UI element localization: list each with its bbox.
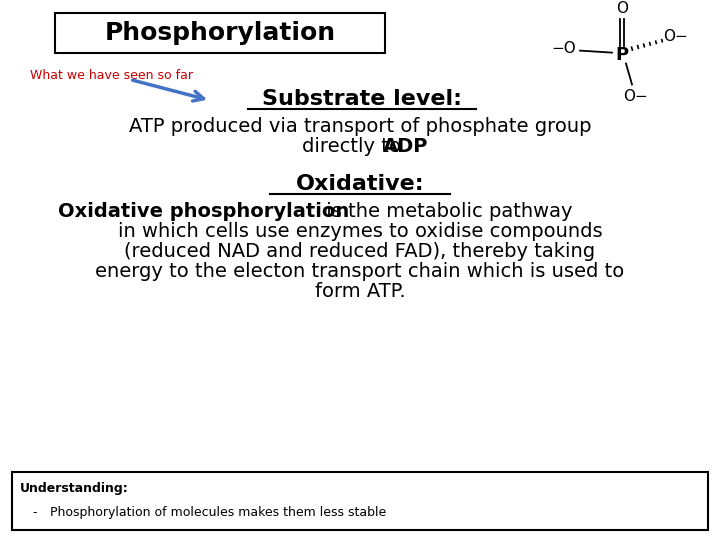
Text: Phosphorylation of molecules makes them less stable: Phosphorylation of molecules makes them … bbox=[50, 505, 386, 518]
Text: P: P bbox=[616, 45, 629, 64]
Text: −O: −O bbox=[552, 41, 577, 56]
Text: energy to the electon transport chain which is used to: energy to the electon transport chain wh… bbox=[95, 262, 625, 281]
Text: form ATP.: form ATP. bbox=[315, 282, 405, 301]
Text: O−: O− bbox=[664, 29, 688, 44]
Text: directly to: directly to bbox=[302, 137, 407, 156]
FancyBboxPatch shape bbox=[55, 13, 385, 52]
Text: ADP: ADP bbox=[383, 137, 428, 156]
Text: O−: O− bbox=[624, 89, 649, 104]
Text: ATP produced via transport of phosphate group: ATP produced via transport of phosphate … bbox=[129, 117, 591, 136]
Text: Oxidative:: Oxidative: bbox=[296, 174, 424, 194]
Text: in which cells use enzymes to oxidise compounds: in which cells use enzymes to oxidise co… bbox=[117, 222, 603, 241]
Text: (reduced NAD and reduced FAD), thereby taking: (reduced NAD and reduced FAD), thereby t… bbox=[125, 242, 595, 261]
Text: Phosphorylation: Phosphorylation bbox=[104, 21, 336, 45]
Text: Substrate level:: Substrate level: bbox=[262, 89, 462, 110]
Text: is the metabolic pathway: is the metabolic pathway bbox=[320, 202, 572, 221]
Text: O: O bbox=[616, 1, 628, 16]
Text: Understanding:: Understanding: bbox=[20, 482, 129, 495]
Text: What we have seen so far: What we have seen so far bbox=[30, 69, 193, 82]
FancyBboxPatch shape bbox=[12, 472, 708, 530]
Text: Oxidative phosphorylation: Oxidative phosphorylation bbox=[58, 202, 349, 221]
Text: -: - bbox=[32, 505, 37, 518]
